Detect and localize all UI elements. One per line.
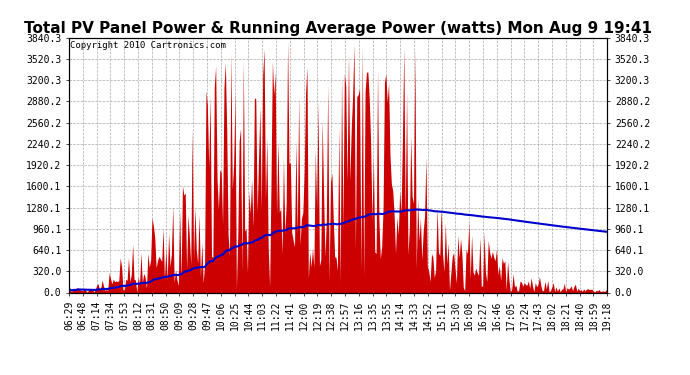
Title: Total PV Panel Power & Running Average Power (watts) Mon Aug 9 19:41: Total PV Panel Power & Running Average P… — [24, 21, 652, 36]
Text: Copyright 2010 Cartronics.com: Copyright 2010 Cartronics.com — [70, 41, 226, 50]
